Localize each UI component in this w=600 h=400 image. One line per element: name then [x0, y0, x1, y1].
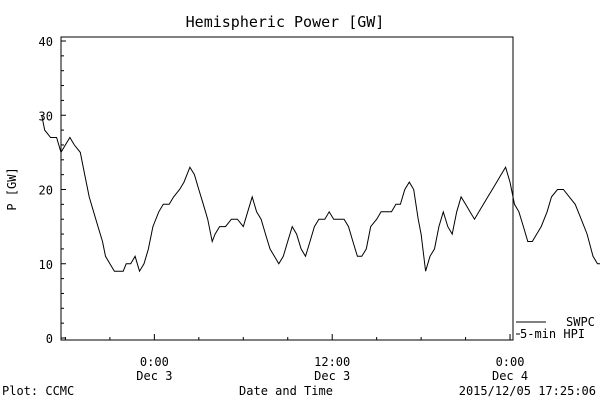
y-axis: 0 10 20 30 40: [39, 35, 66, 346]
x-tick-time-label: 0:00: [496, 355, 525, 369]
legend-label-swpc: SWPC: [566, 315, 595, 329]
x-tick-day-label: Dec 3: [136, 369, 172, 383]
hpi-series-line: [41, 115, 600, 273]
footer-source: Plot: CCMC: [2, 384, 74, 398]
x-tick-time-label: 0:00: [140, 355, 169, 369]
y-tick-label: 30: [39, 109, 53, 123]
y-axis-label: P [GW]: [5, 167, 19, 210]
plot-frame: [60, 36, 514, 341]
chart-title: Hemispheric Power [GW]: [186, 13, 385, 31]
x-tick-time-label: 12:00: [314, 355, 350, 369]
y-tick-label: 20: [39, 184, 53, 198]
legend: SWPC 5-min HPI: [516, 315, 595, 341]
y-tick-label: 40: [39, 35, 53, 49]
x-axis-label: Date and Time: [239, 384, 333, 398]
y-tick-label: 10: [39, 258, 53, 272]
footer-timestamp: 2015/12/05 17:25:06: [459, 384, 596, 398]
x-tick-day-label: Dec 3: [314, 369, 350, 383]
legend-label-hpi: 5-min HPI: [520, 327, 585, 341]
y-tick-label: 0: [46, 332, 53, 346]
x-tick-day-label: Dec 4: [492, 369, 528, 383]
